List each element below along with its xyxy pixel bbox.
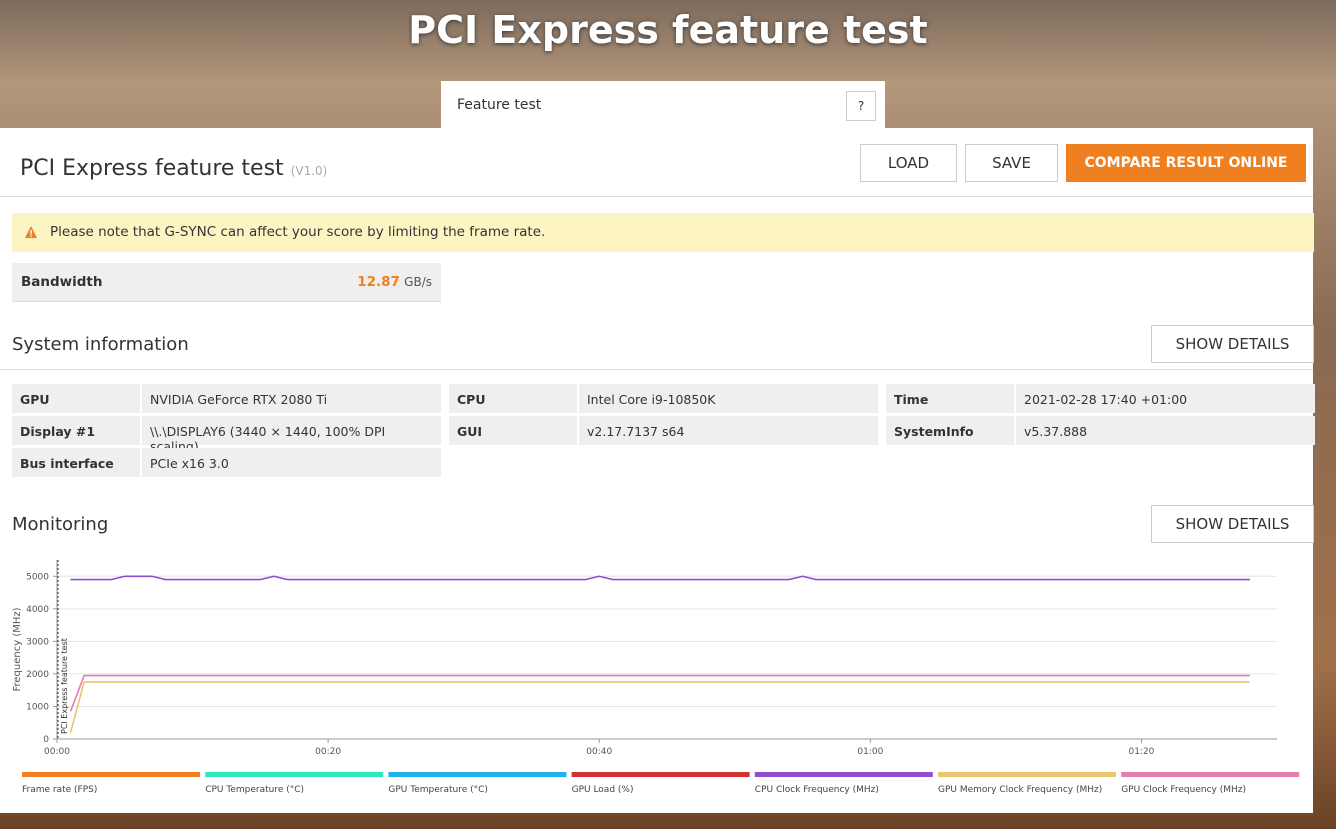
result-name: PCI Express feature test <box>20 156 284 181</box>
legend-label: GPU Memory Clock Frequency (MHz) <box>938 785 1102 795</box>
info-label: Display #1 <box>12 416 140 445</box>
info-value: v2.17.7137 s64 <box>579 416 878 445</box>
legend-swatch <box>571 772 750 777</box>
divider <box>0 369 1313 370</box>
legend-label: GPU Load (%) <box>572 785 634 795</box>
score-unit: GB/s <box>404 275 432 289</box>
action-button[interactable]: LOAD <box>860 144 957 182</box>
info-label: GPU <box>12 384 140 413</box>
legend-label: GPU Temperature (°C) <box>388 785 488 795</box>
warning-icon <box>25 226 37 238</box>
y-axis-label: Frequency (MHz) <box>12 607 23 691</box>
info-value: v5.37.888 <box>1016 416 1315 445</box>
page-title: PCI Express feature test <box>408 8 928 52</box>
legend-label: CPU Temperature (°C) <box>205 785 304 795</box>
y-tick-label: 5000 <box>26 572 49 582</box>
x-tick-label: 00:40 <box>586 747 612 757</box>
info-cell: CPU Intel Core i9-10850K <box>449 384 878 413</box>
score-value: 12.87 <box>357 274 400 290</box>
action-button[interactable]: SAVE <box>965 144 1058 182</box>
info-cell: GPU NVIDIA GeForce RTX 2080 Ti <box>12 384 441 413</box>
section-title: Monitoring <box>12 514 109 535</box>
tab-label: Feature test <box>457 97 542 113</box>
info-cell: Time 2021-02-28 17:40 +01:00 <box>886 384 1315 413</box>
action-button[interactable]: COMPARE RESULT ONLINE <box>1066 144 1306 182</box>
score: 12.87 GB/s <box>357 274 432 290</box>
info-label: CPU <box>449 384 577 413</box>
legend-swatch <box>754 772 933 777</box>
version: (V1.0) <box>290 164 328 178</box>
help-button[interactable]: ? <box>846 91 876 121</box>
result-title: PCI Express feature test (V1.0) <box>20 156 327 181</box>
section-title: System information <box>12 334 189 355</box>
legend-swatch <box>938 772 1116 777</box>
legend-label: GPU Clock Frequency (MHz) <box>1121 785 1246 795</box>
info-cell: GUI v2.17.7137 s64 <box>449 416 878 445</box>
info-value: PCIe x16 3.0 <box>142 448 441 477</box>
series-line <box>70 575 1250 581</box>
series-line <box>69 681 1250 733</box>
show-details-button[interactable]: SHOW DETAILS <box>1151 325 1314 363</box>
info-value: NVIDIA GeForce RTX 2080 Ti <box>142 384 441 413</box>
y-tick-label: 1000 <box>26 702 49 712</box>
y-tick-label: 2000 <box>26 670 49 680</box>
legend-swatch <box>205 772 384 777</box>
legend-label: CPU Clock Frequency (MHz) <box>755 785 879 795</box>
info-value: 2021-02-28 17:40 +01:00 <box>1016 384 1315 413</box>
score-row: Bandwidth 12.87 GB/s <box>12 263 441 302</box>
x-tick-label: 00:00 <box>44 747 70 757</box>
series-line <box>69 674 1250 712</box>
info-cell: SystemInfo v5.37.888 <box>886 416 1315 445</box>
show-details-button[interactable]: SHOW DETAILS <box>1151 505 1314 543</box>
info-label: Bus interface <box>12 448 140 477</box>
legend-swatch <box>388 772 567 777</box>
y-tick-label: 4000 <box>26 605 49 615</box>
info-value: Intel Core i9-10850K <box>579 384 878 413</box>
x-tick-label: 01:00 <box>857 747 883 757</box>
notice-text: Please note that G-SYNC can affect your … <box>50 224 546 240</box>
x-tick-label: 00:20 <box>315 747 341 757</box>
info-label: GUI <box>449 416 577 445</box>
info-label: SystemInfo <box>886 416 1014 445</box>
legend-swatch <box>1121 772 1300 777</box>
system-info-grid: GPU NVIDIA GeForce RTX 2080 Ti CPU Intel Co… <box>12 384 1315 477</box>
x-tick-label: 01:20 <box>1128 747 1154 757</box>
test-selector[interactable]: Feature test? <box>441 81 885 128</box>
info-label: Time <box>886 384 1014 413</box>
notice-bar: Please note that G-SYNC can affect your … <box>12 213 1314 252</box>
info-value: \\.\DISPLAY6 (3440 × 1440, 100% DPI scal… <box>142 416 441 454</box>
info-cell: Display #1 \\.\DISPLAY6 (3440 × 1440, 100… <box>12 416 441 454</box>
y-tick-label: 0 <box>43 735 49 745</box>
legend-swatch <box>22 772 200 777</box>
result-panel: PCI Express feature test (V1.0) Please n… <box>0 128 1315 813</box>
info-cell: Bus interface PCIe x16 3.0 <box>12 448 441 477</box>
legend-label: Frame rate (FPS) <box>22 785 97 795</box>
monitoring-chart: 0 1000 2000 3000 4000 5000 00:00 00:20 00:40 01:0… <box>12 560 1300 795</box>
score-label: Bandwidth <box>21 274 103 290</box>
divider <box>0 196 1313 197</box>
y-tick-label: 3000 <box>26 637 49 647</box>
annotation: PCI Express feature test <box>60 638 69 734</box>
